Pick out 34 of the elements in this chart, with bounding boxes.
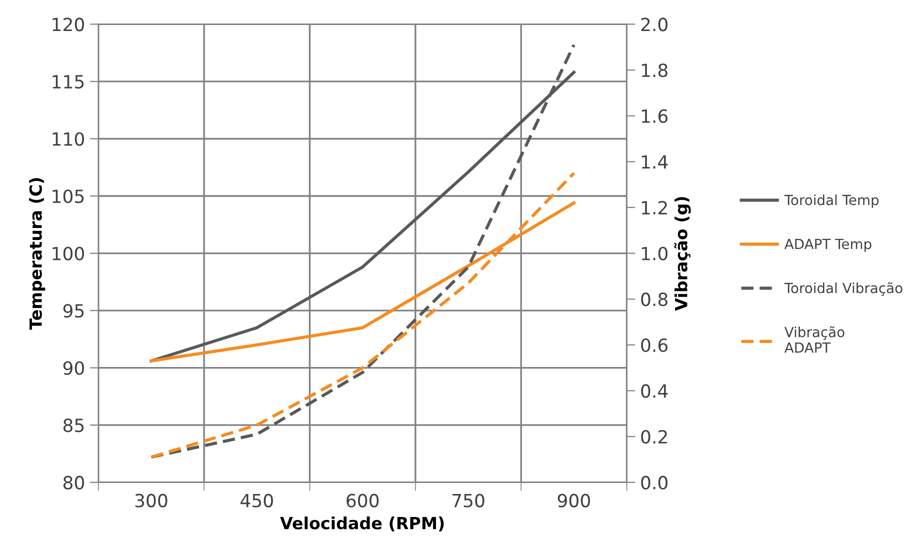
y-tick-label: 115	[52, 75, 84, 89]
y-tick-label: 105	[52, 189, 84, 204]
y2-tick-label: 0.4	[641, 384, 668, 398]
x-tick-label: 300	[135, 494, 168, 508]
y2-tick-label: 0.0	[641, 476, 668, 490]
y2-tick-label: 0.6	[641, 338, 668, 352]
y2-axis-title: Vibração (g)	[674, 197, 691, 311]
y2-tick-label: 1.2	[642, 200, 667, 214]
legend-label: Toroidal Vibração	[784, 282, 902, 296]
y2-tick-label: 2.0	[641, 18, 668, 32]
x-axis-title: Velocidade (RPM)	[280, 516, 444, 532]
y-tick-label: 90	[63, 361, 84, 375]
y2-tick-label: 1.4	[642, 155, 668, 169]
y2-tick-label: 1.8	[642, 63, 668, 78]
line-series	[150, 43, 576, 459]
legend-label: Vibração ADAPT	[784, 326, 844, 353]
y-tick-label: 110	[52, 132, 84, 146]
y2-tick-label: 1.6	[642, 109, 668, 123]
y-axis-title: Temperatura (C)	[29, 178, 46, 330]
line-series	[150, 172, 576, 459]
x-tick-label: 450	[240, 494, 273, 508]
y-tick-label: 100	[52, 246, 84, 260]
y-tick-label: 80	[63, 476, 84, 490]
y2-tick-label: 0.8	[641, 292, 668, 306]
y-tick-label: 95	[63, 304, 84, 318]
x-tick-label: 900	[558, 494, 590, 508]
y2-tick-label: 1.0	[642, 246, 668, 260]
legend-label: Toroidal Temp	[784, 194, 879, 208]
y2-tick-label: 0.2	[641, 430, 667, 444]
x-tick-label: 750	[452, 494, 484, 508]
legend-label: ADAPT Temp	[784, 238, 872, 252]
x-tick-label: 600	[346, 494, 379, 508]
y-tick-label: 85	[63, 418, 84, 432]
y-tick-label: 120	[52, 18, 84, 32]
